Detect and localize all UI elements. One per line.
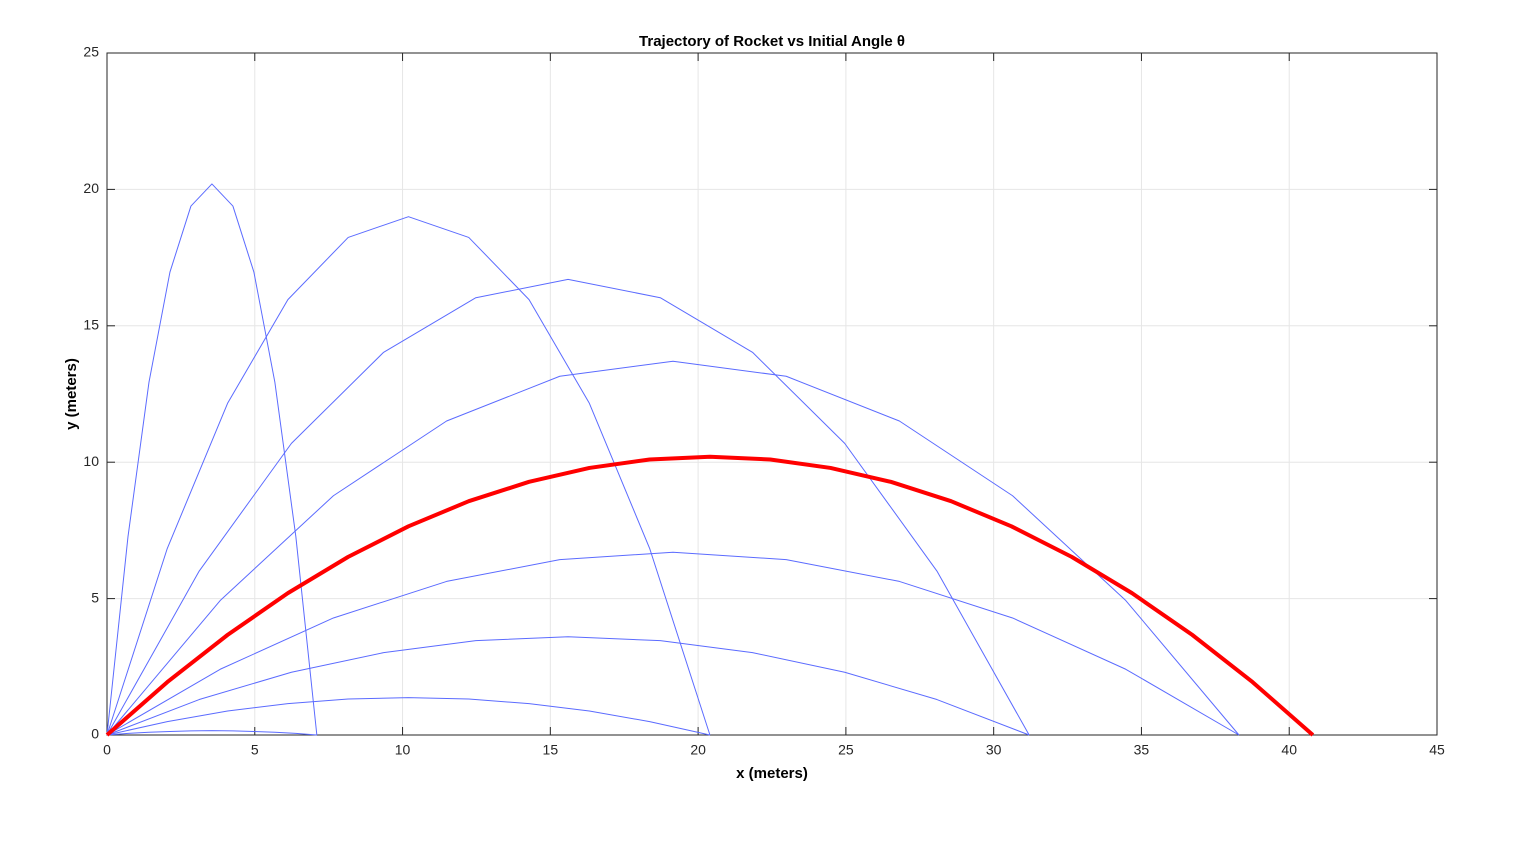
x-tick-label: 30 <box>986 742 1002 758</box>
chart-title: Trajectory of Rocket vs Initial Angle θ <box>639 33 905 50</box>
y-tick-label: 10 <box>83 453 99 469</box>
y-tick-label: 0 <box>91 726 99 742</box>
trajectory-line <box>105 454 1315 737</box>
x-tick-label: 0 <box>103 742 111 758</box>
y-axis-label: y (meters) <box>63 358 80 430</box>
x-axis-label: x (meters) <box>736 765 808 782</box>
trajectory-line <box>106 551 1240 736</box>
x-tick-label: 40 <box>1281 742 1297 758</box>
trajectory-line <box>106 730 317 736</box>
trajectory-line <box>106 216 711 736</box>
y-tick-label: 5 <box>91 589 99 605</box>
x-tick-label: 25 <box>838 742 854 758</box>
y-tick-label: 15 <box>83 317 99 333</box>
trajectory-line <box>106 360 1240 736</box>
trajectory-line <box>106 636 1030 736</box>
x-tick-label: 5 <box>251 742 259 758</box>
x-tick-label: 20 <box>690 742 706 758</box>
trajectory-line <box>106 278 1030 736</box>
trajectory-line <box>106 697 711 736</box>
x-tick-label: 10 <box>395 742 411 758</box>
x-tick-label: 35 <box>1134 742 1150 758</box>
plot-area <box>107 53 1437 735</box>
y-tick-label: 25 <box>83 44 99 60</box>
x-tick-label: 45 <box>1429 742 1445 758</box>
x-tick-label: 15 <box>543 742 559 758</box>
axes-box <box>106 52 1438 736</box>
y-tick-label: 20 <box>83 180 99 196</box>
trajectory-line <box>106 183 318 736</box>
